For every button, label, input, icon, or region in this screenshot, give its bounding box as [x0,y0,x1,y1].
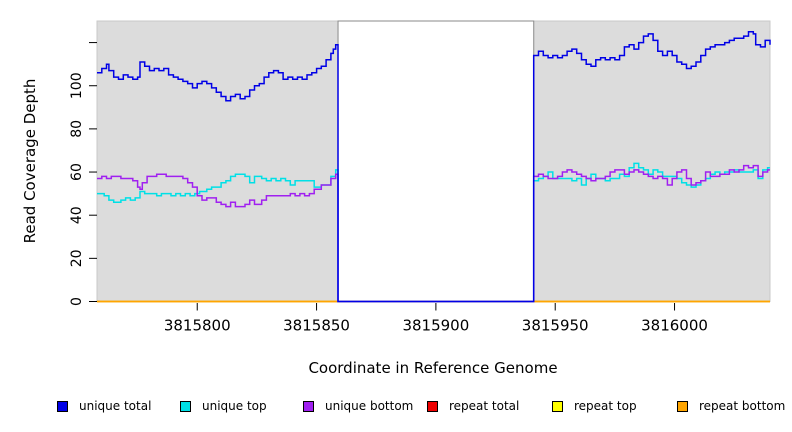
y-tick-label: 100 [69,72,85,99]
x-tick-label: 3815850 [283,317,350,335]
legend-label: unique top [202,399,267,413]
legend: unique total unique top unique bottom repea… [0,398,792,416]
y-tick-label: 20 [69,249,85,267]
x-tick-label: 3815900 [402,317,469,335]
y-tick-label: 60 [69,163,85,181]
coverage-gap-region [337,20,535,302]
y-tick-label: 40 [69,206,85,224]
legend-label: repeat top [574,399,637,413]
legend-swatch-icon [427,400,438,412]
x-axis-title: Coordinate in Reference Genome [308,359,558,377]
legend-swatch-icon [303,400,314,412]
legend-swatch-icon [57,400,68,412]
legend-label: repeat bottom [699,399,786,413]
y-tick-label: 0 [69,297,85,306]
legend-label: unique total [79,399,152,413]
legend-item-unique-bottom: unique bottom [303,398,413,414]
legend-label: unique bottom [325,399,414,413]
y-tick-label: 80 [69,120,85,138]
legend-swatch-icon [180,400,191,412]
legend-item-repeat-top: repeat top [552,398,637,414]
series-line-unique-total [97,31,771,303]
x-tick-label: 3816000 [641,317,708,335]
legend-item-unique-top: unique top [180,398,267,414]
legend-item-repeat-bottom: repeat bottom [677,398,785,414]
legend-item-unique-total: unique total [57,398,151,414]
x-tick-label: 3815950 [522,317,589,335]
coverage-plot: 3815800 3815850 3815900 3815950 3816000 0 20 40… [69,20,771,335]
series-line-unique-bottom [97,164,770,303]
legend-label: repeat total [449,399,520,413]
legend-swatch-icon [677,400,688,412]
x-tick-label: 3815800 [164,317,231,335]
legend-item-repeat-total: repeat total [427,398,519,414]
legend-swatch-icon [552,400,563,412]
